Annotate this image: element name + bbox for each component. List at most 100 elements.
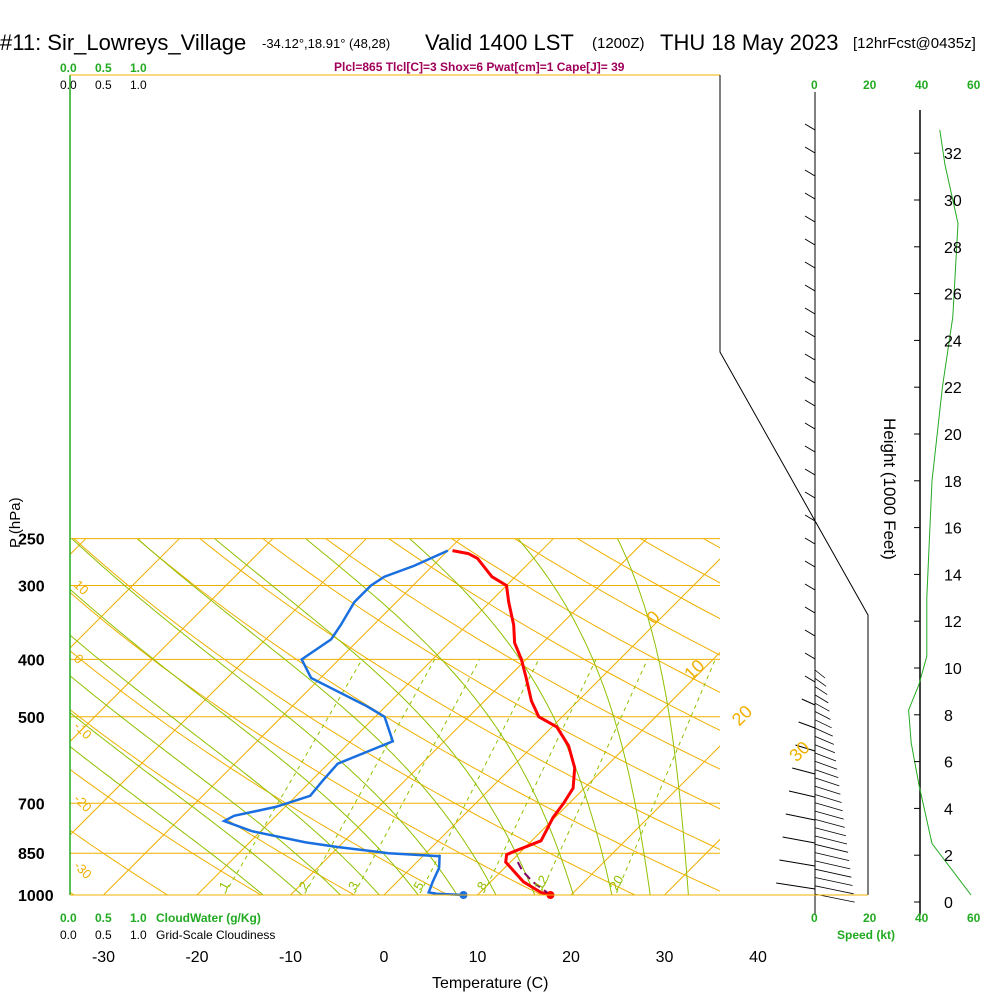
speed-tick-label: 60 xyxy=(967,911,981,925)
axes xyxy=(69,74,920,903)
mixing-ratio-line xyxy=(482,659,597,895)
dry-adiabat xyxy=(70,768,262,895)
cloudiness-scale-label: 0.5 xyxy=(95,78,112,92)
moist-adiabat xyxy=(517,538,651,895)
speed-tick-label: 40 xyxy=(915,78,929,92)
dry-adiabat xyxy=(388,538,720,731)
valid-time: Valid 1400 LST xyxy=(425,30,574,55)
height-tick-label: 30 xyxy=(944,193,962,210)
dry-adiabat-label: -20 xyxy=(71,791,95,815)
wind-barb xyxy=(804,606,816,614)
wind-barb xyxy=(804,537,816,545)
isotherm-line xyxy=(383,558,720,895)
mixing-ratio-line xyxy=(615,659,716,895)
wind-barb xyxy=(804,629,816,637)
stability-indices: Plcl=865 Tlcl[C]=3 Shox=6 Pwat[cm]=1 Cap… xyxy=(334,60,625,74)
mixing-ratio-line xyxy=(418,659,540,895)
moist-adiabat xyxy=(305,538,574,895)
dewpoint-trace xyxy=(221,549,464,897)
wind-barb-lower xyxy=(814,686,828,695)
isotherm-line xyxy=(745,539,1000,908)
isotherm-line xyxy=(476,651,720,895)
moist-adiabat xyxy=(137,538,497,895)
wind-barb xyxy=(804,468,816,476)
wind-barb xyxy=(795,744,816,752)
moist-adiabat xyxy=(409,538,613,895)
dry-adiabat-label: -10 xyxy=(71,718,95,742)
wind-barb-lower xyxy=(814,752,837,762)
cloud-scale-label: 0.5 xyxy=(95,61,112,75)
wind-barb-lower xyxy=(814,785,841,795)
wind-barb-lower xyxy=(814,760,838,770)
wind-barb xyxy=(804,307,816,315)
wind-barb xyxy=(804,652,816,660)
height-tick-label: 10 xyxy=(944,661,962,678)
cloudiness-scale-label: 1.0 xyxy=(130,78,147,92)
dry-adiabat xyxy=(955,539,1000,908)
isotherm-label: 0 xyxy=(643,607,664,628)
wind-barb xyxy=(804,284,816,292)
temperature-tick-label: 20 xyxy=(562,949,580,966)
pressure-tick-label: 250 xyxy=(18,532,45,549)
wind-barb-lower xyxy=(814,877,853,886)
wind-barb xyxy=(804,560,816,568)
pressure-tick-label: 700 xyxy=(18,796,45,813)
wind-barb-lower xyxy=(814,868,852,878)
wind-barb xyxy=(782,836,816,844)
mixing-ratio-label: 20 xyxy=(606,873,626,893)
wind-barb-lower xyxy=(814,802,843,812)
mixing-ratio-label: 2 xyxy=(295,879,312,893)
height-tick-label: 32 xyxy=(944,146,962,163)
dry-adiabat xyxy=(829,539,1000,908)
wind-barb-lower xyxy=(814,702,830,712)
x-axis-title: Temperature (C) xyxy=(432,975,548,992)
wind-barb-lower xyxy=(814,794,842,803)
mixing-ratio-line xyxy=(303,659,436,895)
wind-barb xyxy=(804,583,816,591)
forecast-label: [12hrFcst@0435z] xyxy=(853,35,976,52)
height-tick-label: 12 xyxy=(944,614,962,631)
wind-barb xyxy=(792,767,816,775)
dry-adiabat xyxy=(451,538,720,693)
height-tick-label: 6 xyxy=(944,755,953,772)
wind-barb xyxy=(804,123,816,131)
wind-barb-lower xyxy=(814,711,831,720)
temperature-trace xyxy=(452,549,577,897)
speed-tick-label: 40 xyxy=(915,911,929,925)
dry-adiabat xyxy=(70,829,169,895)
wind-barb-lower xyxy=(814,744,836,754)
wind-barb-lower xyxy=(814,810,844,820)
isotherm-line xyxy=(70,538,367,836)
speed-axis-title: Speed (kt) xyxy=(837,928,895,942)
height-tick-label: 8 xyxy=(944,708,953,725)
wind-barb-lower xyxy=(814,852,850,861)
wind-barb xyxy=(804,261,816,269)
speed-tick-label: 60 xyxy=(967,78,981,92)
pressure-tick-label: 1000 xyxy=(18,888,54,905)
height-tick-label: 20 xyxy=(944,427,962,444)
wind-barb-lower xyxy=(814,769,839,778)
height-tick-label: 0 xyxy=(944,895,953,912)
temperature-tick-label: 0 xyxy=(380,949,389,966)
temperature-tick-label: 40 xyxy=(749,949,767,966)
pressure-tick-label: 300 xyxy=(18,578,45,595)
wind-barb-lower xyxy=(814,736,834,745)
mixing-ratio-label: 1 xyxy=(216,879,233,893)
sounding-traces xyxy=(221,549,577,899)
wind-barb xyxy=(804,215,816,223)
isotherm-line xyxy=(289,538,648,895)
wind-barb xyxy=(804,399,816,407)
height-speed-curve xyxy=(908,129,972,896)
isotherm-line xyxy=(102,538,461,895)
height-tick-label: 4 xyxy=(944,801,953,818)
dry-adiabat xyxy=(70,591,543,895)
cloud-scale-label: 0.5 xyxy=(95,911,112,925)
dry-adiabat xyxy=(262,538,720,810)
wind-barb xyxy=(804,238,816,246)
cloudiness-scale-label: 0.5 xyxy=(95,928,112,942)
wind-barb-lower xyxy=(814,827,847,837)
isotherm-label: 30 xyxy=(785,737,813,765)
isotherm-line xyxy=(570,745,720,895)
mixing-ratio-label: 5 xyxy=(410,879,427,893)
wind-barb-lower xyxy=(814,860,851,870)
